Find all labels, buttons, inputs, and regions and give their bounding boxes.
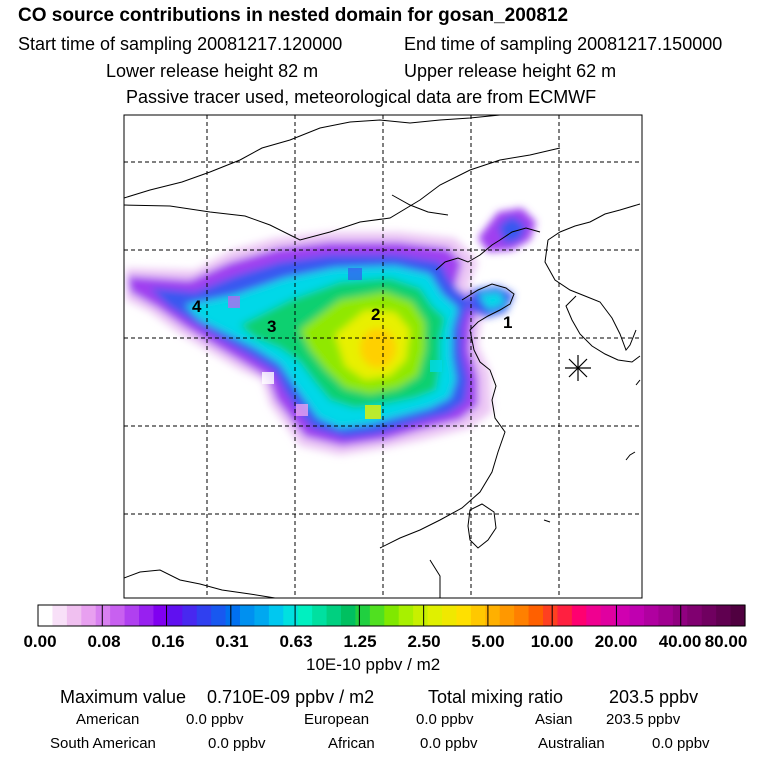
- region-asian-value: 203.5 ppbv: [606, 711, 681, 728]
- marker-3: 3: [267, 317, 276, 336]
- colorbar-swatch: [701, 605, 717, 626]
- colorbar-swatch: [283, 605, 299, 626]
- colorbar-swatch: [427, 605, 443, 626]
- colorbar-tick: 0.63: [279, 632, 313, 651]
- colorbar-tick: 5.00: [471, 632, 505, 651]
- colorbar-tick: 10.00: [530, 632, 574, 651]
- region-european-value: 0.0 ppbv: [416, 711, 474, 728]
- region-african-value: 0.0 ppbv: [420, 735, 478, 752]
- receptor-star-icon: [565, 355, 591, 381]
- colorbar-tick: 40.00: [658, 632, 702, 651]
- colorbar-swatch: [687, 605, 703, 626]
- region-european-label: European: [304, 711, 370, 728]
- colorbar-swatch: [326, 605, 342, 626]
- colorbar-tick: 0.16: [151, 632, 185, 651]
- colorbar-swatch: [81, 605, 97, 626]
- coastlines: [124, 115, 641, 598]
- colorbar-dividers: [101, 605, 682, 626]
- marker-2: 2: [371, 305, 380, 324]
- colorbar-swatch: [211, 605, 227, 626]
- plot-title: CO source contributions in nested domain…: [18, 5, 569, 26]
- map-panel: 1 2 3 4: [123, 114, 643, 599]
- colorbar-swatch: [557, 605, 573, 626]
- tracer-note: Passive tracer used, meteorological data…: [126, 87, 597, 107]
- colorbar-swatch: [442, 605, 458, 626]
- colorbar-tick: 0.08: [87, 632, 121, 651]
- lower-release-height: Lower release height 82 m: [106, 61, 319, 81]
- colorbar-swatch: [369, 605, 385, 626]
- map-frame: [123, 114, 643, 599]
- colorbar-swatch: [600, 605, 616, 626]
- lat-lon-grid: [124, 115, 642, 598]
- colorbar-swatch: [658, 605, 674, 626]
- colorbar-swatch: [586, 605, 602, 626]
- colorbar-swatch: [384, 605, 400, 626]
- colorbar-swatch: [543, 605, 559, 626]
- colorbar-swatch: [38, 605, 54, 626]
- colorbar-swatch: [225, 605, 241, 626]
- colorbar-swatch: [716, 605, 732, 626]
- colorbar-tick: 20.00: [594, 632, 638, 651]
- marker-4: 4: [192, 297, 202, 316]
- colorbar-swatch: [312, 605, 328, 626]
- colorbar-swatch: [514, 605, 530, 626]
- colorbar-swatch: [615, 605, 631, 626]
- total-mixing-value: 203.5 ppbv: [609, 687, 699, 707]
- colorbar-swatch: [456, 605, 472, 626]
- colorbar-tick: 2.50: [407, 632, 441, 651]
- colorbar: [37, 604, 746, 627]
- colorbar-swatch: [196, 605, 212, 626]
- region-american-label: American: [76, 711, 140, 728]
- max-value: 0.710E-09 ppbv / m2: [207, 687, 375, 707]
- marker-1: 1: [503, 313, 512, 332]
- colorbar-swatch: [153, 605, 169, 626]
- colorbar-swatch: [398, 605, 414, 626]
- colorbar-swatch: [167, 605, 183, 626]
- total-mixing-label: Total mixing ratio: [428, 687, 564, 707]
- colorbar-swatch: [66, 605, 82, 626]
- colorbar-swatch: [124, 605, 140, 626]
- colorbar-swatch: [485, 605, 501, 626]
- upper-release-height: Upper release height 62 m: [404, 61, 617, 81]
- colorbar-swatch: [110, 605, 126, 626]
- colorbar-swatch: [644, 605, 660, 626]
- colorbar-swatches: [38, 605, 746, 626]
- end-time: End time of sampling 20081217.150000: [404, 34, 723, 54]
- colorbar-swatch: [730, 605, 746, 626]
- region-south-american-label: South American: [50, 735, 156, 752]
- colorbar-tick: 80.00: [704, 632, 748, 651]
- colorbar-tick: 1.25: [343, 632, 377, 651]
- colorbar-swatch: [571, 605, 587, 626]
- colorbar-swatch: [499, 605, 515, 626]
- colorbar-swatch: [470, 605, 486, 626]
- region-asian-label: Asian: [535, 711, 573, 728]
- colorbar-swatch: [413, 605, 429, 626]
- max-value-label: Maximum value: [60, 687, 187, 707]
- colorbar-swatch: [95, 605, 111, 626]
- colorbar-frame: [37, 604, 746, 627]
- start-time: Start time of sampling 20081217.120000: [18, 34, 343, 54]
- colorbar-swatch: [268, 605, 284, 626]
- region-south-american-value: 0.0 ppbv: [208, 735, 266, 752]
- region-african-label: African: [328, 735, 375, 752]
- colorbar-swatch: [182, 605, 198, 626]
- colorbar-swatch: [254, 605, 270, 626]
- colorbar-tick: 0.00: [23, 632, 57, 651]
- colorbar-swatch: [139, 605, 155, 626]
- colorbar-swatch: [355, 605, 371, 626]
- region-american-value: 0.0 ppbv: [186, 711, 244, 728]
- colorbar-swatch: [528, 605, 544, 626]
- plume-field: [126, 208, 536, 455]
- colorbar-swatch: [297, 605, 313, 626]
- region-australian-label: Australian: [538, 735, 605, 752]
- colorbar-swatch: [52, 605, 68, 626]
- region-australian-value: 0.0 ppbv: [652, 735, 710, 752]
- colorbar-swatch: [629, 605, 645, 626]
- colorbar-swatch: [240, 605, 256, 626]
- colorbar-units: 10E-10 ppbv / m2: [306, 655, 441, 674]
- colorbar-swatch: [341, 605, 357, 626]
- colorbar-tick: 0.31: [215, 632, 249, 651]
